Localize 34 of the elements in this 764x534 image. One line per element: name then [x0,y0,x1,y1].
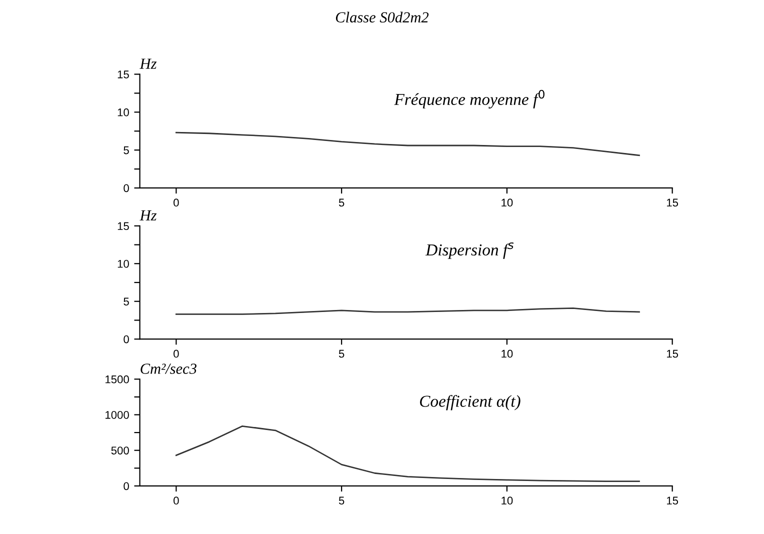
y-tick-label: 500 [111,446,129,454]
x-tick-label: 10 [502,198,513,207]
x-tick-label: 0 [174,350,179,358]
x-tick-label: 5 [338,198,344,207]
y-tick-label: 0 [124,184,129,192]
annotation: Coefficient α(t) [420,394,520,410]
x-tick-label: 0 [174,198,179,207]
y-tick-label: 10 [118,260,129,268]
x-tick-label: 10 [502,496,513,505]
y-tick-label: 15 [118,222,129,230]
line-series [176,132,640,156]
y-tick-label: 10 [118,108,129,116]
x-tick-label: 5 [338,496,344,505]
annotation: Fréquence moyenne f$^{0}$ [394,90,544,108]
y-axis-title: Cm²/sec3 [140,364,196,374]
y-axis-title: Hz [140,58,157,69]
y-tick-label: 0 [124,482,129,490]
x-tick-label: 15 [666,198,678,207]
y-tick-label: 1000 [106,411,129,419]
y-tick-label: 5 [124,298,129,306]
line-series [176,307,640,315]
line-series [176,425,640,482]
y-tick-label: 15 [118,70,129,78]
y-tick-label: 1500 [106,375,129,384]
chart-title: Classe S0d2m2 [336,12,429,23]
x-tick-label: 0 [174,496,179,505]
y-tick-label: 0 [124,335,129,344]
x-tick-label: 15 [666,350,678,358]
x-tick-label: 5 [338,350,344,358]
x-tick-label: 15 [666,496,678,505]
y-tick-label: 5 [124,146,129,154]
x-tick-label: 10 [502,350,513,358]
annotation: Dispersion f$^{s}$ [425,242,514,259]
y-axis-title: Hz [140,210,157,220]
